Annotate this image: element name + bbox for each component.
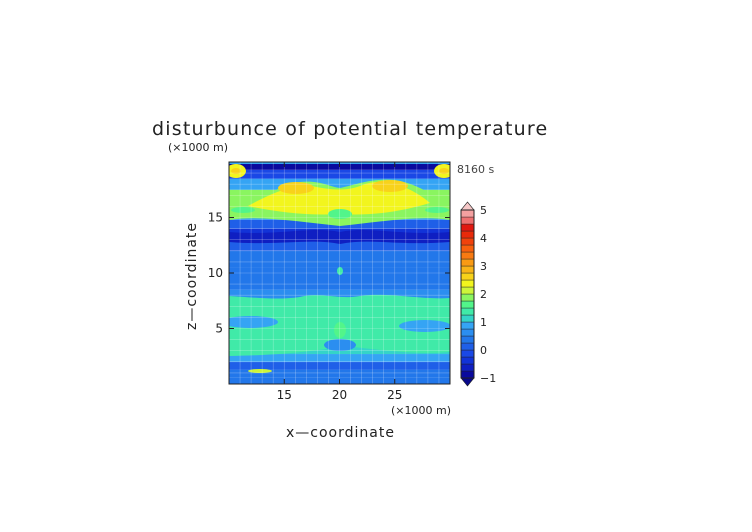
colorbar-segment — [460, 272, 475, 281]
colorbar-frame — [460, 209, 475, 379]
x-tick-label: 20 — [332, 388, 347, 402]
chart-title: disturbunce of potential temperature — [152, 118, 548, 140]
y-tick-label: 10 — [208, 266, 223, 280]
plot-area — [229, 162, 450, 384]
colorbar-segment — [460, 279, 475, 288]
colorbar-tick-label: 5 — [480, 204, 487, 217]
colorbar: −1 0 1 2 3 4 5 — [460, 201, 496, 387]
heat-feature — [337, 267, 343, 275]
colorbar-segment — [460, 328, 475, 337]
y-ticks: 5 10 15 — [208, 211, 450, 336]
heat-layer — [229, 361, 450, 370]
colorbar-segment — [460, 335, 475, 344]
heat-feature — [439, 168, 449, 174]
colorbar-segment — [460, 251, 475, 260]
colorbar-segment — [460, 265, 475, 274]
colorbar-segment — [460, 314, 475, 323]
heat-feature — [248, 369, 272, 373]
heat-feature — [229, 316, 278, 328]
grid-lines — [229, 162, 450, 384]
heat-feature — [399, 320, 450, 332]
y-tick-label: 15 — [208, 211, 223, 225]
colorbar-tick-label: −1 — [480, 372, 496, 385]
heat-layer — [229, 250, 450, 268]
x-tick-label: 15 — [277, 388, 292, 402]
x-tick-label: 25 — [387, 388, 402, 402]
colorbar-tick-label: 2 — [480, 288, 487, 301]
heat-feature — [231, 207, 255, 213]
colorbar-tick-label: 3 — [480, 260, 487, 273]
heat-feature — [372, 180, 408, 192]
x-ticks: 15 20 25 — [277, 162, 402, 402]
heatmap-features — [229, 162, 450, 373]
heat-layer — [229, 369, 450, 378]
x-axis-label: x—coordinate — [286, 425, 395, 441]
colorbar-segment — [460, 321, 475, 330]
heat-feature — [324, 339, 356, 351]
y-tick-label: 5 — [215, 322, 223, 336]
x-unit-label: (×1000 m) — [391, 404, 451, 417]
colorbar-segment — [460, 349, 475, 358]
colorbar-segment — [460, 342, 475, 351]
colorbar-under-arrow — [460, 377, 475, 387]
heat-feature — [229, 230, 450, 244]
colorbar-segment — [460, 216, 475, 225]
colorbar-segment — [460, 286, 475, 295]
colorbar-tick-label: 4 — [480, 232, 487, 245]
colorbar-segment — [460, 223, 475, 232]
colorbar-tick-label: 1 — [480, 316, 487, 329]
heat-layer — [229, 169, 450, 179]
colorbar-segment — [460, 230, 475, 239]
colorbar-segment — [460, 237, 475, 246]
colorbar-segment — [460, 363, 475, 372]
heat-feature — [425, 207, 449, 213]
y-axis-label: z—coordinate — [184, 222, 200, 330]
heat-layer — [229, 178, 450, 190]
heat-feature — [328, 209, 352, 219]
colorbar-segment — [460, 209, 475, 218]
colorbar-segment — [460, 244, 475, 253]
heat-layer — [229, 267, 450, 290]
colorbar-segment — [460, 293, 475, 302]
colorbar-over-arrow — [460, 201, 475, 211]
heat-feature — [231, 168, 241, 174]
colorbar-segment — [460, 356, 475, 365]
colorbar-segment — [460, 258, 475, 267]
colorbar-segment — [460, 307, 475, 316]
heat-layer — [229, 354, 450, 362]
heat-feature — [278, 182, 314, 194]
y-unit-label: (×1000 m) — [168, 141, 228, 154]
colorbar-tick-label: 0 — [480, 344, 487, 357]
colorbar-segment — [460, 300, 475, 309]
time-label: 8160 s — [457, 163, 494, 176]
colorbar-segment — [460, 370, 475, 379]
heat-feature — [334, 322, 346, 338]
